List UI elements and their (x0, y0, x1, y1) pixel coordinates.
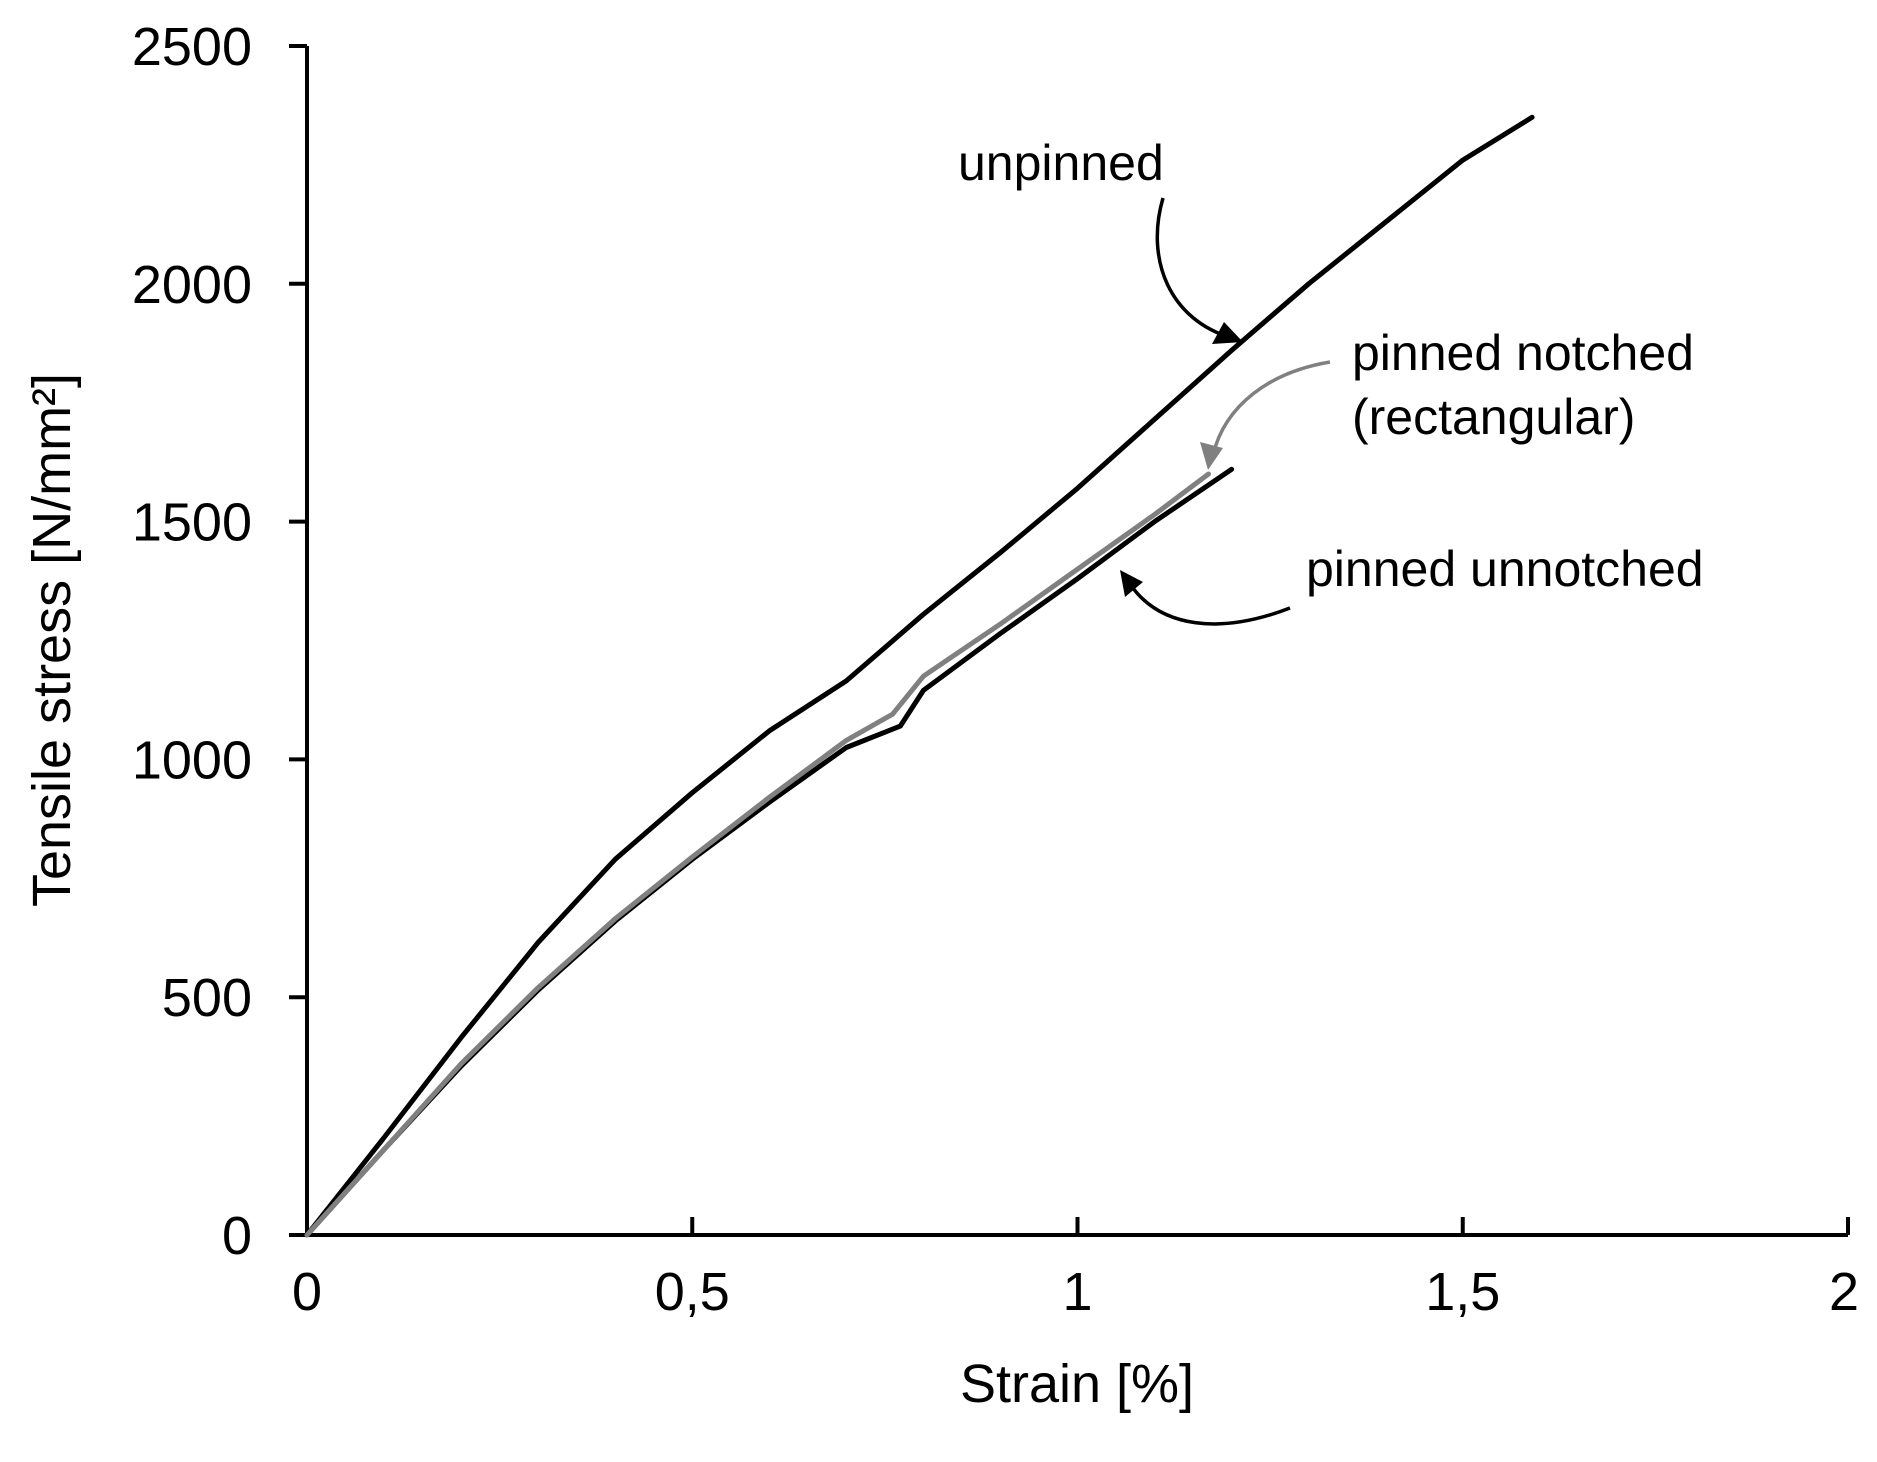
y-tick-label: 1500 (132, 493, 252, 553)
x-tick-label: 0,5 (655, 1262, 730, 1322)
x-tick-label: 0 (292, 1262, 322, 1322)
arrow-unpinned-head (1212, 322, 1243, 344)
series-line-unpinned (304, 114, 1535, 1238)
y-ticks: 0 500 1000 1500 2000 2500 (132, 17, 307, 1266)
y-tick-label: 2000 (132, 255, 252, 315)
arrow-pinned-notched-head (1200, 442, 1223, 470)
y-tick-label: 500 (162, 968, 252, 1028)
arrow-pinned-unnotched (1128, 583, 1291, 626)
annotation-pinned-unnotched: pinned unnotched (1306, 541, 1704, 597)
series-line-pinned-unnotched (304, 466, 1235, 1238)
arrow-unpinned (1155, 197, 1233, 340)
arrow-pinned-unnotched-head (1120, 570, 1143, 597)
x-tick-label: 1,5 (1425, 1262, 1500, 1322)
axes (305, 46, 1848, 1237)
annotation-pinned-notched: pinned notched (1352, 325, 1694, 381)
y-tick-label: 1000 (132, 730, 252, 790)
series-layer (304, 114, 1535, 1238)
annotation-unpinned: unpinned (958, 135, 1164, 191)
y-axis-title: Tensile stress [N/mm²] (22, 373, 82, 907)
y-tick-label: 2500 (132, 17, 252, 77)
x-tick-label: 1 (1062, 1262, 1092, 1322)
y-tick-label: 0 (222, 1206, 252, 1266)
x-axis-title: Strain [%] (960, 1354, 1194, 1414)
x-ticks: 0 0,5 1 1,5 2 (292, 1217, 1859, 1322)
arrow-pinned-notched (1211, 360, 1331, 456)
annotation-rectangular: (rectangular) (1352, 389, 1635, 445)
annotations: unpinned pinned notched (rectangular) pi… (958, 135, 1704, 626)
x-tick-label: 2 (1829, 1262, 1859, 1322)
series-line-pinned-notched-rectangular (304, 471, 1211, 1238)
